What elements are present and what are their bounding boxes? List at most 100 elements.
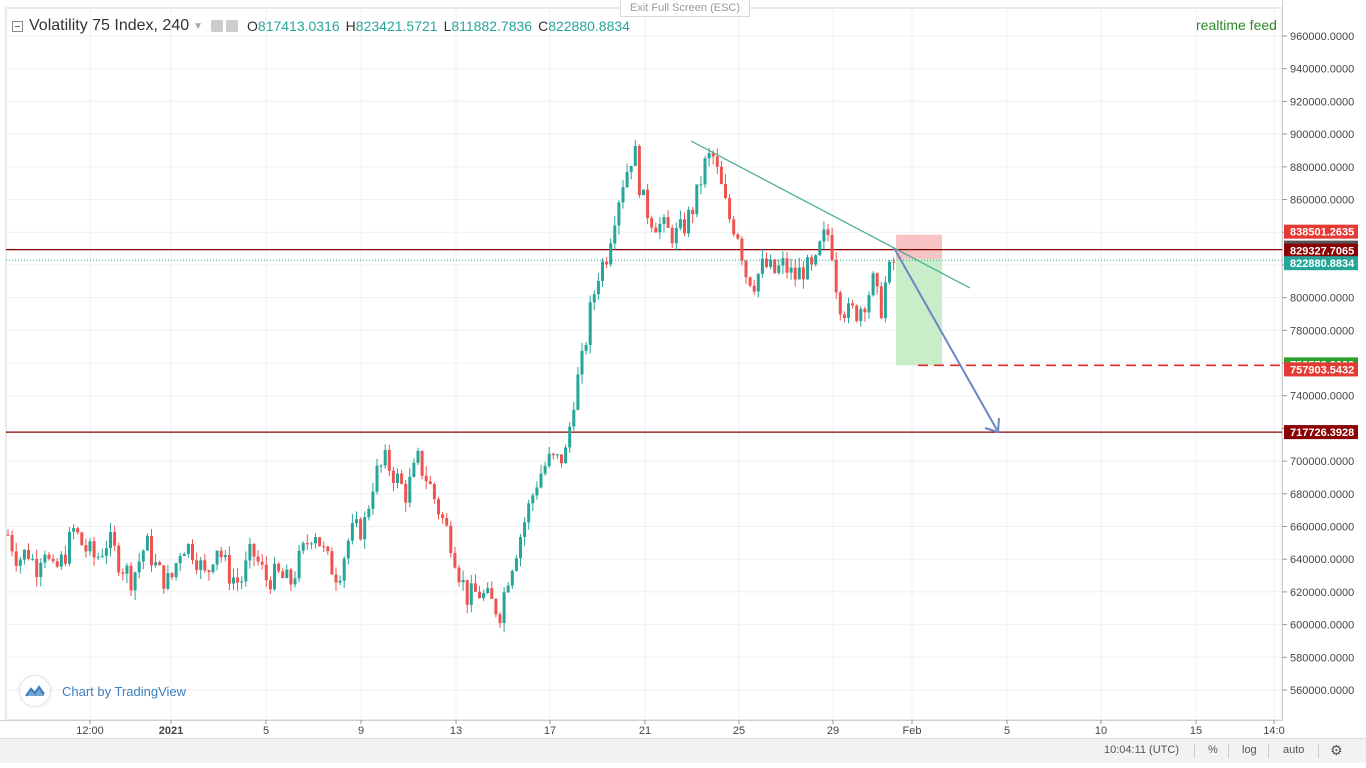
y-tick-label: 600000.0000: [1290, 620, 1354, 632]
candle: [744, 259, 748, 285]
candle-body: [232, 577, 235, 584]
candle-body: [223, 555, 227, 558]
candle-body: [834, 259, 838, 293]
y-tick-label: 700000.0000: [1290, 456, 1354, 468]
candle-body: [445, 517, 449, 526]
drawings[interactable]: [690, 140, 1000, 434]
candle-body: [227, 555, 231, 584]
candle-body: [51, 558, 55, 562]
log-scale-button[interactable]: log: [1242, 744, 1257, 756]
candle: [27, 543, 30, 561]
percent-scale-button[interactable]: %: [1208, 744, 1218, 756]
clock-utc[interactable]: 10:04:11 (UTC): [1104, 744, 1179, 756]
price-label-bg: [1284, 243, 1358, 258]
candle-body: [170, 573, 174, 578]
time-axis[interactable]: 12:00 2021 5 9 13 17 21 25 29 Feb 5 10 15 14:0: [0, 720, 1285, 738]
candle-body: [871, 273, 875, 296]
candle-body: [777, 265, 781, 273]
candle-body: [22, 549, 26, 560]
projection-arrow[interactable]: [893, 247, 998, 431]
candle: [191, 539, 194, 565]
price-label-bg: [1284, 362, 1358, 377]
candle: [125, 563, 129, 584]
candle: [584, 341, 588, 355]
candle: [465, 579, 469, 614]
chevron-down-icon[interactable]: ▼: [193, 20, 204, 32]
candle-body: [145, 535, 149, 551]
settings-gear-icon[interactable]: ⚙: [1330, 742, 1343, 758]
candle: [748, 276, 752, 288]
symbol-title[interactable]: Volatility 75 Index, 240: [29, 17, 190, 34]
candle: [740, 235, 744, 266]
candle: [576, 366, 580, 411]
candle: [646, 183, 650, 225]
candle: [752, 279, 756, 295]
candle-body: [769, 259, 773, 267]
candle-body: [596, 280, 600, 295]
eye-icon[interactable]: [211, 20, 224, 32]
tradingview-branding[interactable]: Chart by TradingView: [20, 676, 186, 706]
candle-body: [683, 219, 686, 234]
candle: [547, 446, 551, 468]
candle: [6, 529, 10, 537]
price-label-text: 757903.5432: [1290, 364, 1354, 376]
candle-body: [687, 209, 691, 234]
candle: [457, 564, 461, 587]
candle-body: [543, 465, 547, 474]
exit-fullscreen-button[interactable]: Exit Full Screen (ESC): [620, 0, 750, 17]
candle-body: [256, 556, 260, 562]
gear-icon[interactable]: [226, 20, 239, 32]
candle: [781, 251, 785, 275]
candle: [182, 552, 186, 557]
candle: [724, 174, 727, 200]
candle-body: [416, 450, 420, 463]
auto-scale-button[interactable]: auto: [1283, 744, 1305, 756]
candle-body: [14, 551, 18, 566]
candle-body: [268, 580, 272, 590]
candle-body: [707, 153, 711, 159]
price-label-text: 822880.8834: [1290, 258, 1355, 270]
candle: [256, 550, 260, 566]
x-tick-label: 14:0: [1263, 725, 1284, 737]
candle-body: [166, 573, 170, 589]
candle: [391, 466, 395, 492]
tradingview-credit[interactable]: Chart by TradingView: [62, 683, 187, 699]
candle: [350, 513, 354, 545]
candle: [617, 200, 621, 235]
candle-body: [765, 258, 768, 267]
candle-body: [162, 565, 166, 589]
divider: [1194, 744, 1195, 758]
x-tick-label: 17: [544, 725, 556, 737]
candle: [338, 575, 342, 586]
x-tick-label: 13: [450, 725, 462, 737]
candle: [355, 511, 358, 528]
candle: [162, 565, 166, 595]
candle-body: [6, 534, 10, 536]
candle-body: [412, 462, 416, 477]
candle-body: [490, 588, 494, 599]
candle-body: [154, 562, 158, 566]
candle-body: [744, 260, 748, 278]
candle-body: [506, 585, 510, 593]
open-value: 817413.0316: [257, 18, 340, 34]
candle: [113, 525, 117, 552]
candle: [851, 299, 855, 309]
candle: [814, 254, 818, 267]
candle-body: [715, 156, 719, 167]
candle-body: [719, 166, 723, 184]
candle-body: [482, 593, 486, 599]
candle: [506, 582, 510, 594]
candle: [223, 549, 227, 562]
candle: [199, 556, 203, 580]
candle: [305, 534, 309, 550]
candle-body: [564, 447, 568, 464]
candle: [777, 259, 781, 275]
candle-body: [195, 560, 199, 570]
candle-body: [92, 541, 96, 558]
candle-body: [63, 554, 67, 564]
candle: [523, 517, 527, 546]
trend-line[interactable]: [690, 140, 971, 289]
collapse-legend-icon[interactable]: [12, 20, 23, 32]
candle: [510, 569, 514, 589]
